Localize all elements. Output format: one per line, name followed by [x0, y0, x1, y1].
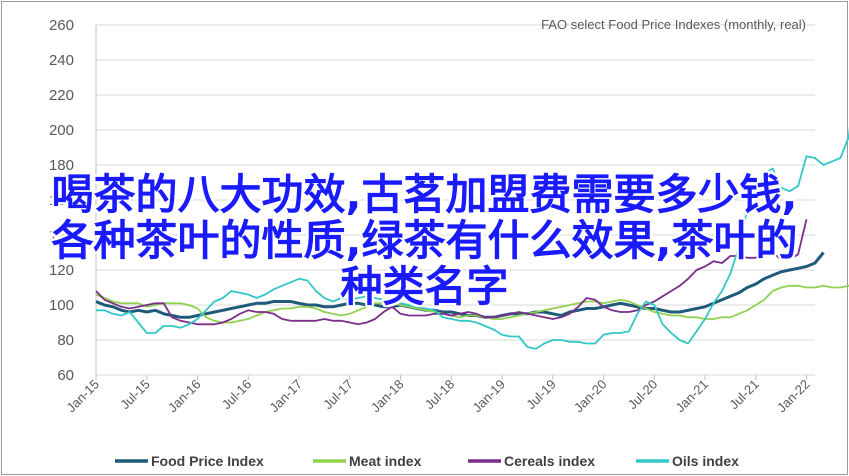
x-tick-label: Jul-21: [726, 377, 762, 413]
y-tick-label: 160: [49, 192, 74, 209]
legend-label: Meat index: [349, 453, 422, 469]
x-tick-label: Jan-21: [672, 377, 711, 416]
x-tick-label: Jul-19: [523, 377, 559, 413]
series-line-meat-index: [95, 284, 849, 324]
x-tick-label: Jul-20: [625, 377, 661, 413]
y-tick-label: 240: [49, 52, 74, 69]
x-tick-label: Jan-16: [165, 377, 204, 416]
x-tick-label: Jan-17: [266, 377, 305, 416]
legend-label: Oils index: [672, 453, 739, 469]
legend: Food Price Index Meat index Cereals index O…: [115, 453, 739, 469]
x-tick-label: Jul-16: [219, 377, 255, 413]
series-line-cereals-index: [95, 219, 808, 326]
chart-title: FAO select Food Price Indexes (monthly, …: [541, 17, 806, 32]
x-tick-label: Jan-22: [774, 377, 813, 416]
gridlines: [96, 24, 815, 376]
y-tick-label: 260: [49, 17, 74, 34]
y-tick-label: 180: [49, 157, 74, 174]
y-tick-label: 80: [57, 332, 74, 349]
series-lines: [95, 126, 849, 350]
y-tick-label: 140: [49, 227, 74, 244]
y-tick-label: 220: [49, 87, 74, 104]
x-tick-label: Jan-18: [368, 377, 407, 416]
legend-label: Food Price Index: [151, 453, 264, 469]
legend-label: Cereals index: [504, 453, 595, 469]
y-axis: 60 80 100 120 140 160 180 200 220 240 260: [49, 17, 97, 384]
x-tick-label: Jul-17: [320, 377, 356, 413]
x-tick-label: Jul-18: [422, 377, 458, 413]
y-tick-label: 120: [49, 262, 74, 279]
series-line-oils-index: [96, 126, 849, 350]
y-tick-label: 60: [57, 367, 74, 384]
x-tick-label: Jul-15: [117, 377, 153, 413]
x-axis: Jan-15 Jul-15 Jan-16 Jul-16 Jan-17 Jul-17 Jan-…: [63, 375, 813, 416]
y-tick-label: 200: [49, 122, 74, 139]
x-tick-label: Jan-19: [469, 377, 508, 416]
x-tick-label: Jan-20: [571, 377, 610, 416]
y-tick-label: 100: [49, 297, 74, 314]
